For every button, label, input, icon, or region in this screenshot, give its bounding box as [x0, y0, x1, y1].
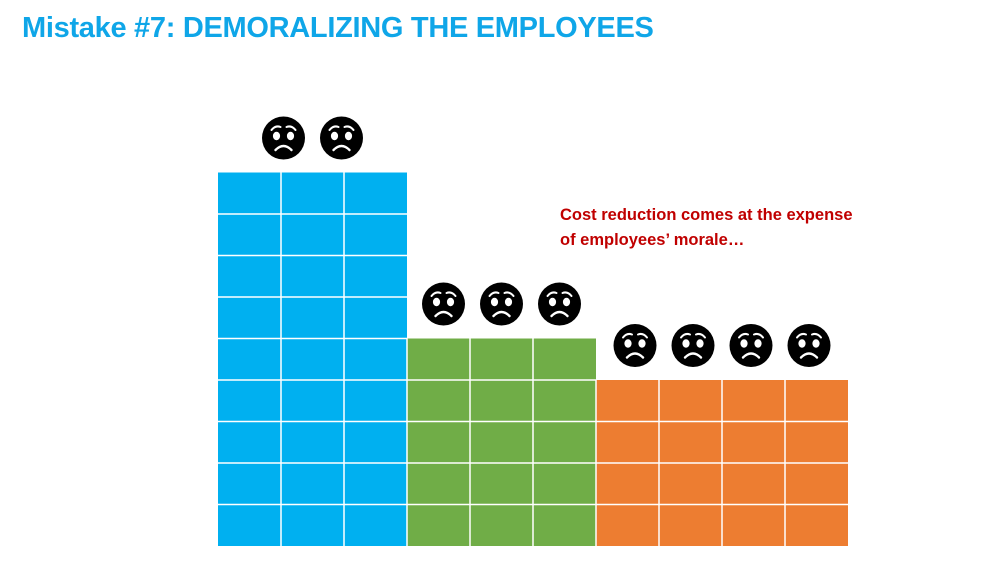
blue-block — [218, 172, 407, 546]
caption: Cost reduction comes at the expense of e… — [560, 203, 853, 253]
sad-face-icon — [787, 324, 831, 367]
orange-block — [595, 380, 848, 546]
sad-face-icon — [729, 324, 773, 367]
caption-line-1: Cost reduction comes at the expense — [560, 206, 853, 224]
sad-face-icon — [613, 324, 657, 367]
sad-face-icon — [320, 116, 363, 160]
sad-face-icon — [480, 282, 523, 326]
caption-line-2: of employees’ morale… — [560, 231, 745, 249]
sad-face-icon — [671, 324, 715, 367]
sad-face-icon — [422, 282, 465, 326]
sad-face-icon — [262, 116, 305, 160]
sad-face-icon — [538, 282, 581, 326]
green-block — [406, 338, 596, 546]
slide-title: Mistake #7: DEMORALIZING THE EMPLOYEES — [22, 12, 654, 44]
